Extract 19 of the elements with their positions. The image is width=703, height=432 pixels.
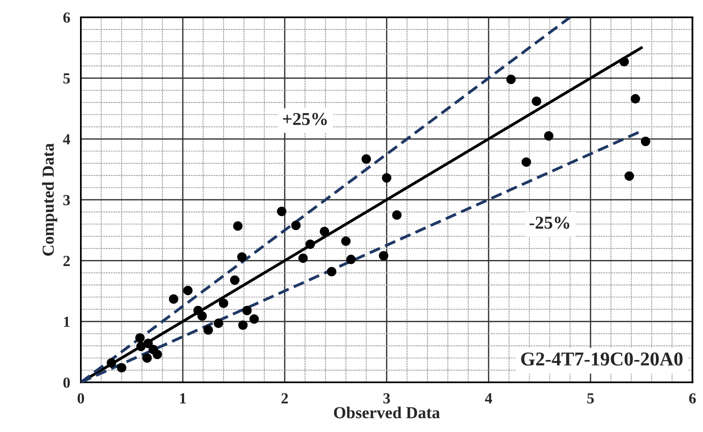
y-tick-label: 0	[63, 377, 70, 388]
x-tick-label: 0	[78, 393, 84, 404]
y-tick-label: 3	[63, 194, 70, 206]
y-tick-label: 4	[63, 134, 70, 144]
x-tick-label: 6	[689, 393, 696, 404]
annotation: G2-4T7-19C0-20A0	[521, 352, 683, 366]
x-tick-label: 1	[180, 393, 186, 404]
y-axis-title: Computed Data	[42, 143, 58, 256]
x-tick-label: 4	[484, 393, 492, 404]
x-tick-label: 2	[282, 393, 288, 404]
x-axis-title: Observed Data	[334, 406, 440, 418]
x-tick-label: 3	[383, 393, 390, 404]
y-tick-label: 1	[64, 316, 70, 327]
annotation: +25%	[283, 112, 327, 126]
annotation: -25%	[530, 216, 570, 229]
y-tick-label: 5	[63, 73, 70, 84]
y-tick-label: 2	[63, 256, 70, 266]
x-tick-label: 5	[587, 393, 594, 404]
y-tick-label: 6	[63, 12, 70, 23]
